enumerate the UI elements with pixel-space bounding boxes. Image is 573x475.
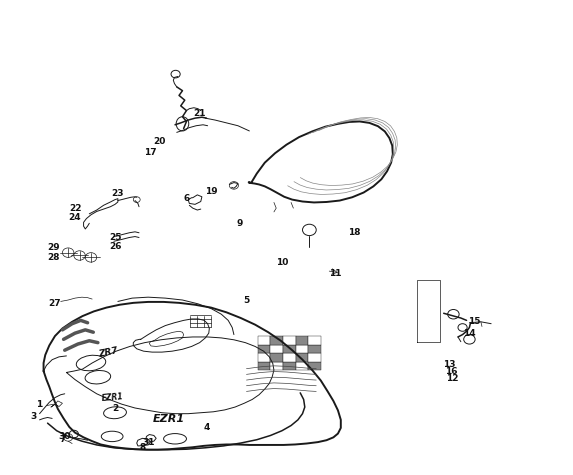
Text: 13: 13 [443,360,456,369]
Text: 24: 24 [69,213,81,222]
Bar [258,353,270,361]
Text: 20: 20 [154,137,166,146]
Text: 26: 26 [109,241,121,250]
Text: 6: 6 [183,194,190,203]
Bar [296,353,308,361]
Bar [270,336,283,344]
Bar [270,353,283,361]
Text: 11: 11 [329,268,342,277]
Text: 28: 28 [47,253,60,262]
Text: 30: 30 [58,432,71,441]
Text: 8: 8 [139,443,146,452]
Bar [258,344,270,353]
Text: EZR1: EZR1 [101,392,123,403]
Bar [283,344,296,353]
Text: 2: 2 [112,404,118,413]
Text: 5: 5 [244,295,250,304]
Text: 9: 9 [237,219,243,228]
Bar [308,336,321,344]
Text: 22: 22 [69,204,81,213]
Text: 12: 12 [446,374,458,383]
Text: 15: 15 [468,317,480,326]
Bar [296,361,308,370]
Text: 25: 25 [109,233,121,242]
Text: ZR7: ZR7 [97,346,119,359]
Text: 31: 31 [142,437,154,446]
Bar [258,336,270,344]
Bar [296,344,308,353]
Text: 18: 18 [348,228,360,238]
Bar [308,353,321,361]
Text: 3: 3 [31,412,37,421]
Text: 29: 29 [47,243,60,252]
Bar [283,336,296,344]
Text: 27: 27 [49,299,61,308]
Text: 19: 19 [205,187,217,196]
Bar [270,344,283,353]
Text: 7: 7 [59,435,66,444]
Bar [283,353,296,361]
Text: 4: 4 [203,423,210,432]
Bar [258,361,270,370]
Text: 1: 1 [37,399,43,408]
Bar [283,361,296,370]
Text: 10: 10 [276,257,288,266]
Text: 14: 14 [463,329,476,338]
Text: 23: 23 [112,190,124,199]
Text: 21: 21 [193,109,206,118]
Text: 17: 17 [144,148,157,157]
Bar [308,344,321,353]
Text: EZR1: EZR1 [153,414,186,424]
Bar [270,361,283,370]
Text: 16: 16 [445,367,457,376]
Bar [296,336,308,344]
Bar [308,361,321,370]
